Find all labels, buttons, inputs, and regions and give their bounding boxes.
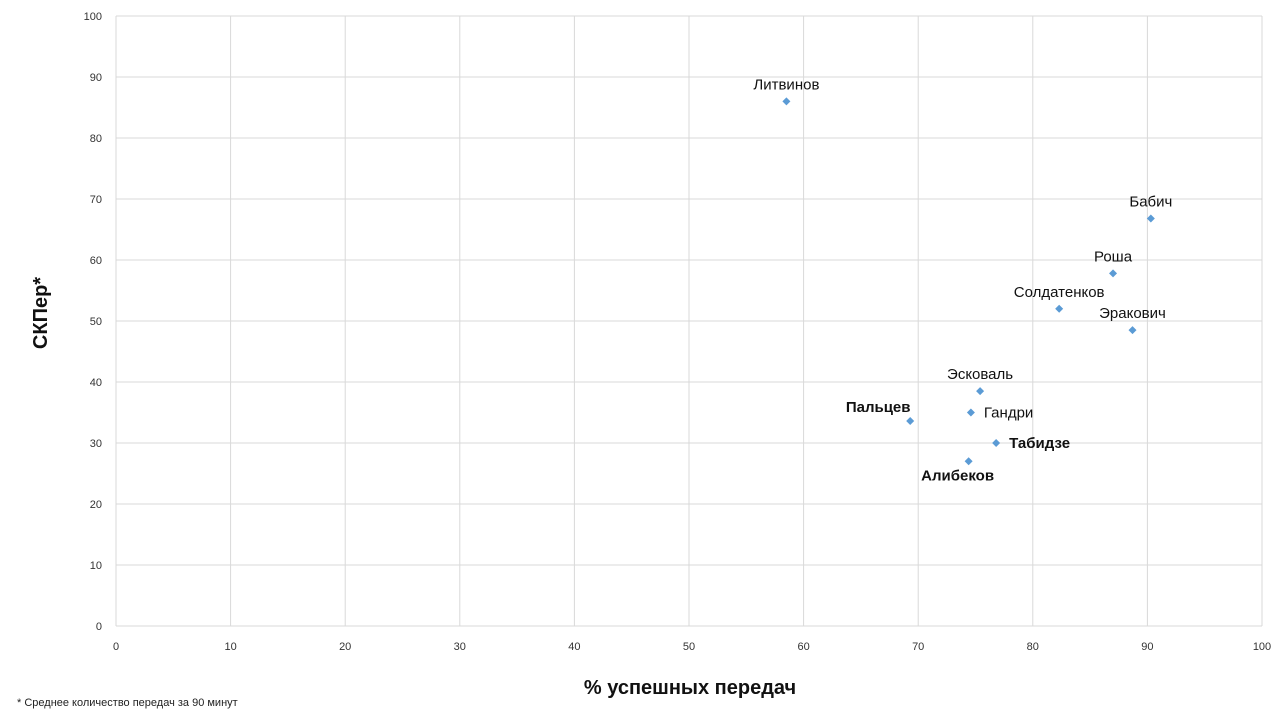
y-tick-label: 30 (90, 438, 102, 450)
x-tick-label: 50 (683, 641, 695, 653)
data-point (966, 408, 975, 417)
y-tick-label: 90 (90, 72, 102, 84)
y-tick-label: 80 (90, 133, 102, 145)
data-point (1055, 304, 1064, 313)
x-tick-label: 20 (339, 641, 351, 653)
point-label: Бабич (1129, 194, 1172, 211)
x-tick-label: 70 (912, 641, 924, 653)
y-tick-label: 50 (90, 316, 102, 328)
point-label: Алибеков (921, 467, 994, 484)
data-point (992, 439, 1001, 447)
y-axis-ticks: 0 10 20 30 40 50 60 70 80 90 100 (84, 11, 102, 633)
y-tick-label: 70 (90, 194, 102, 206)
point-label: Гандри (984, 405, 1033, 422)
point-label: Роша (1094, 248, 1133, 265)
x-tick-label: 90 (1141, 641, 1153, 653)
x-axis-title: % успешных передач (584, 677, 796, 699)
x-tick-label: 100 (1253, 641, 1271, 653)
x-tick-label: 10 (224, 641, 236, 653)
grid (115, 15, 1263, 627)
point-label: Солдатенков (1014, 284, 1105, 301)
x-tick-label: 0 (113, 641, 119, 653)
x-tick-label: 40 (568, 641, 580, 653)
y-tick-label: 20 (90, 499, 102, 511)
point-labels: Литвинов Бабич Роша Солдатенков Эракович Эско… (753, 76, 1172, 484)
footnote: * Среднее количество передач за 90 минут (17, 697, 238, 709)
data-point (1128, 326, 1137, 335)
y-tick-label: 10 (90, 560, 102, 572)
x-tick-label: 80 (1027, 641, 1039, 653)
data-point (976, 387, 985, 396)
y-tick-label: 40 (90, 377, 102, 389)
data-point (1109, 269, 1118, 278)
point-label: Эракович (1099, 305, 1166, 322)
point-label: Пальцев (846, 399, 911, 416)
data-point (906, 417, 915, 426)
x-axis-ticks: 0 10 20 30 40 50 60 70 80 90 100 (113, 641, 1271, 653)
y-tick-label: 0 (96, 621, 102, 633)
y-tick-label: 100 (84, 11, 102, 23)
y-axis-title: СКПер* (30, 277, 52, 349)
x-tick-label: 30 (454, 641, 466, 653)
x-tick-label: 60 (797, 641, 809, 653)
data-point (1146, 214, 1155, 223)
y-tick-label: 60 (90, 255, 102, 267)
point-label: Литвинов (753, 76, 819, 93)
point-label: Эсковаль (947, 366, 1013, 383)
point-label: Табидзе (1009, 435, 1070, 452)
data-points (782, 97, 1155, 466)
data-point (964, 457, 973, 466)
data-point (782, 97, 791, 106)
